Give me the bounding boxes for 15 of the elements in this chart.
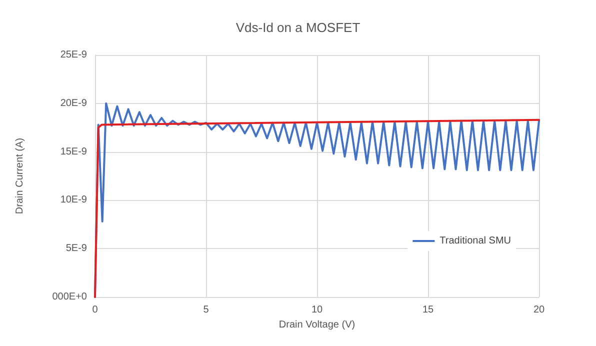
chart-title: Vds-Id on a MOSFET [236,20,360,35]
y-axis-title: Drain Current (A) [14,138,26,214]
x-tick-label: 10 [311,304,323,316]
y-tick-label: 5E-9 [66,243,88,254]
y-tick-label: 25E-9 [60,50,88,60]
y-tick-label: 000E+0 [52,292,88,302]
x-tick-label: 20 [533,304,545,316]
y-tick-label: 10E-9 [60,194,88,206]
x-axis-title: Drain Voltage (V) [278,319,356,330]
x-tick-label: 0 [92,304,98,316]
y-tick-label: 15E-9 [60,146,88,158]
y-tick-label: 20E-9 [60,98,88,109]
x-tick-label: 15 [422,304,434,316]
legend-label: Traditional SMU [440,236,512,246]
x-tick-label: 5 [203,304,210,316]
